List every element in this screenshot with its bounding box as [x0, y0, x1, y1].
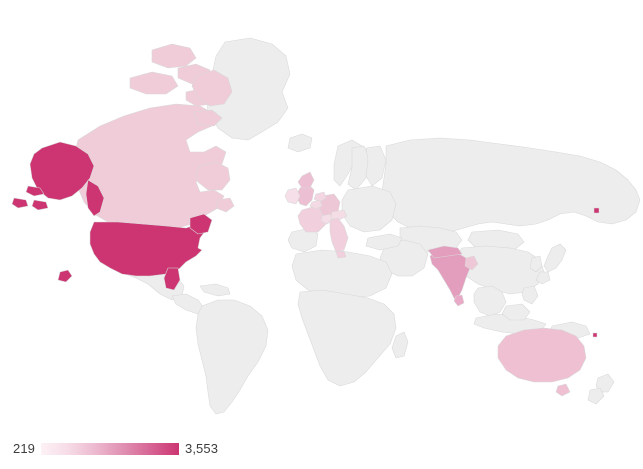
region-caribbean[interactable] — [200, 284, 230, 296]
country-united-states-aleutians-1[interactable] — [26, 186, 44, 196]
country-united-states-hawaii[interactable] — [58, 270, 72, 282]
country-korea[interactable] — [530, 256, 542, 272]
country-canada-baffin[interactable] — [192, 70, 232, 106]
country-japan-south[interactable] — [536, 272, 550, 284]
country-italy[interactable] — [330, 218, 348, 252]
legend-max-value: 3,553 — [185, 441, 219, 456]
no-data-countries-layer — [126, 38, 640, 414]
country-borneo[interactable] — [502, 304, 530, 320]
world-map-svg[interactable] — [0, 0, 643, 428]
country-canada-arctic-2[interactable] — [130, 72, 178, 94]
country-canada-arctic-5[interactable] — [194, 110, 222, 126]
country-india-north[interactable] — [428, 246, 462, 258]
country-netherlands[interactable] — [314, 192, 326, 202]
world-map-canvas[interactable] — [0, 0, 643, 428]
territory-pacific-island-2[interactable] — [593, 333, 597, 337]
region-sub-saharan-africa[interactable] — [298, 290, 396, 386]
country-united-states-florida[interactable] — [164, 268, 180, 290]
country-philippines[interactable] — [522, 286, 538, 304]
country-sweden[interactable] — [348, 146, 370, 190]
region-north-africa[interactable] — [292, 250, 392, 298]
country-australia[interactable] — [498, 328, 586, 382]
country-belgium[interactable] — [310, 200, 322, 209]
country-united-states[interactable] — [90, 222, 206, 276]
country-turkey[interactable] — [366, 234, 402, 250]
data-countries-layer — [12, 44, 599, 396]
legend-min-value: 219 — [13, 441, 35, 456]
legend-gradient-bar — [41, 442, 179, 455]
country-united-states-alaska[interactable] — [30, 142, 94, 200]
country-united-states-northeast[interactable] — [190, 214, 212, 234]
country-bangladesh[interactable] — [465, 256, 478, 270]
country-canada-arctic-1[interactable] — [152, 44, 196, 68]
country-japan[interactable] — [544, 244, 566, 272]
country-russia[interactable] — [382, 138, 640, 234]
country-united-states-aleutians-3[interactable] — [32, 200, 48, 210]
region-eastern-europe[interactable] — [342, 186, 396, 232]
legend-inner: 219 3,553 — [13, 442, 218, 455]
country-united-states-aleutians-2[interactable] — [12, 198, 28, 208]
country-canada-newfoundland[interactable] — [216, 198, 234, 212]
country-finland[interactable] — [366, 146, 386, 186]
country-ireland[interactable] — [285, 188, 300, 204]
country-united-states-alaska-panhandle[interactable] — [86, 180, 104, 216]
country-canada-labrador[interactable] — [196, 162, 230, 190]
territory-pacific-island[interactable] — [594, 208, 599, 213]
country-iceland[interactable] — [288, 134, 312, 152]
region-south-america[interactable] — [196, 300, 268, 414]
country-italy-sicily[interactable] — [336, 251, 346, 258]
country-canada[interactable] — [74, 104, 226, 230]
country-new-zealand[interactable] — [596, 374, 614, 392]
country-austria[interactable] — [331, 210, 347, 220]
country-madagascar[interactable] — [392, 332, 408, 358]
country-new-zealand-south[interactable] — [588, 388, 604, 404]
map-legend: 219 3,553 — [0, 428, 643, 469]
country-united-kingdom-scotland[interactable] — [298, 172, 314, 188]
country-australia-tasmania[interactable] — [556, 384, 570, 396]
country-sri-lanka[interactable] — [454, 295, 464, 306]
